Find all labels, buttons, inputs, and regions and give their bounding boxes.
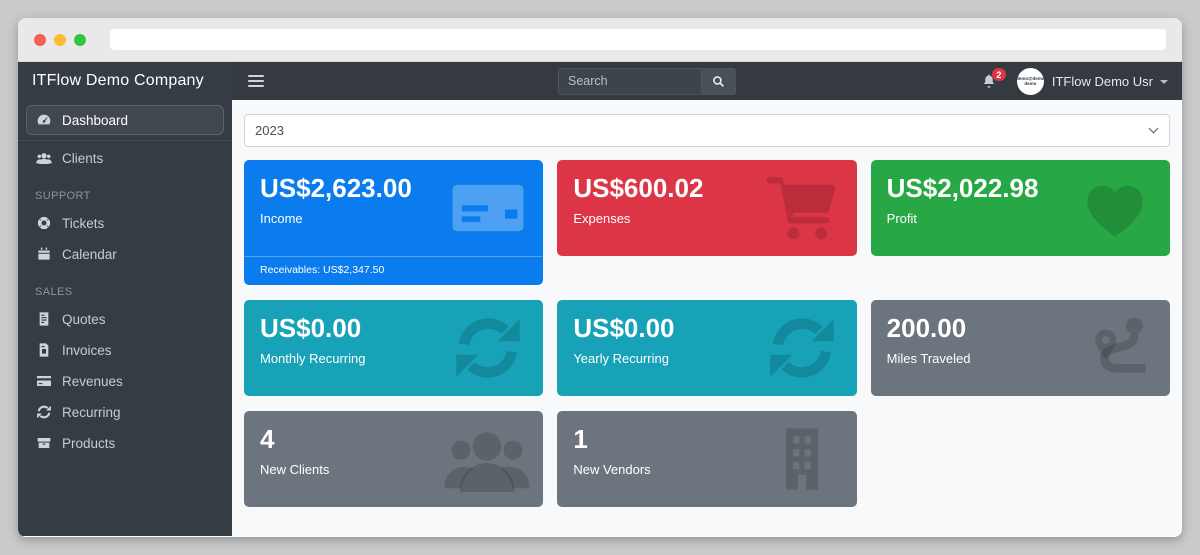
expenses-card[interactable]: US$600.02 Expenses — [557, 160, 857, 256]
sidebar-item-revenues[interactable]: Revenues — [26, 366, 224, 396]
file-invoice-dollar-icon — [36, 342, 52, 358]
income-card[interactable]: US$2,623.00 Income Receivables: US$2,347… — [244, 160, 544, 285]
credit-card-icon — [36, 373, 52, 389]
yearly-recurring-label: Yearly Recurring — [573, 350, 669, 366]
user-dropdown[interactable]: ITFlow Demo Usr — [1052, 74, 1168, 89]
year-select[interactable]: 2023 — [244, 114, 1170, 147]
gauge-icon — [36, 112, 52, 128]
sidebar-item-label: Dashboard — [62, 112, 129, 128]
sidebar-item-products[interactable]: Products — [26, 428, 224, 458]
users-icon — [36, 150, 52, 166]
browser-chrome — [18, 18, 1182, 62]
window-maximize-button[interactable] — [74, 33, 86, 46]
sidebar-item-label: Clients — [62, 150, 104, 166]
sidebar-item-recurring[interactable]: Recurring — [26, 397, 224, 427]
url-bar[interactable] — [110, 29, 1166, 50]
expenses-value: US$600.02 — [573, 173, 704, 203]
search-button[interactable] — [701, 67, 736, 95]
sidebar: ITFlow Demo Company Dashboard Clients — [18, 62, 232, 536]
income-label: Income — [260, 210, 303, 226]
avatar-text: demo — [1024, 81, 1037, 86]
sidebar-item-label: Quotes — [62, 311, 106, 327]
profit-label: Profit — [886, 210, 917, 226]
sidebar-item-label: Revenues — [62, 373, 123, 389]
sidebar-item-label: Calendar — [62, 246, 117, 262]
new-vendors-value: 1 — [573, 424, 588, 454]
miles-traveled-card[interactable]: 200.00 Miles Traveled — [870, 300, 1170, 396]
user-name: ITFlow Demo Usr — [1051, 73, 1153, 89]
monthly-recurring-card[interactable]: US$0.00 Monthly Recurring — [244, 300, 544, 396]
sidebar-item-dashboard[interactable]: Dashboard — [26, 105, 224, 135]
top-navbar: 2 demo@demo demo ITFlow Demo Usr — [232, 62, 1182, 100]
sidebar-item-invoices[interactable]: Invoices — [26, 335, 224, 365]
sidebar-section-support: SUPPORT — [35, 190, 91, 202]
sidebar-item-quotes[interactable]: Quotes — [26, 304, 224, 334]
new-clients-card[interactable]: 4 New Clients — [244, 411, 544, 507]
life-ring-icon — [36, 215, 52, 231]
sidebar-item-label: Tickets — [62, 215, 105, 231]
new-clients-value: 4 — [260, 424, 275, 454]
brand-title[interactable]: ITFlow Demo Company — [18, 62, 232, 100]
calendar-icon — [36, 246, 52, 262]
yearly-recurring-value: US$0.00 — [573, 313, 675, 343]
income-receivables: Receivables: US$2,347.50 — [244, 256, 544, 285]
notification-badge: 2 — [991, 68, 1006, 81]
menu-toggle-button[interactable] — [246, 71, 266, 91]
box-icon — [36, 435, 52, 451]
sidebar-item-label: Recurring — [62, 404, 121, 420]
monthly-recurring-label: Monthly Recurring — [260, 350, 366, 366]
new-vendors-card[interactable]: 1 New Vendors — [557, 411, 857, 507]
new-clients-label: New Clients — [260, 461, 330, 477]
sidebar-item-label: Invoices — [62, 342, 112, 358]
window-close-button[interactable] — [34, 33, 46, 46]
expenses-label: Expenses — [573, 210, 631, 226]
browser-window: ITFlow Demo Company Dashboard Clients — [18, 18, 1182, 537]
window-minimize-button[interactable] — [54, 33, 66, 46]
avatar-text: demo@demo — [1016, 75, 1045, 81]
sidebar-item-clients[interactable]: Clients — [26, 143, 224, 173]
search-group — [558, 67, 736, 95]
sidebar-item-tickets[interactable]: Tickets — [26, 208, 224, 238]
sidebar-item-label: Products — [62, 435, 116, 451]
file-lines-icon — [36, 311, 52, 327]
sidebar-item-calendar[interactable]: Calendar — [26, 239, 224, 269]
search-icon — [712, 75, 725, 88]
miles-traveled-value: 200.00 — [886, 313, 967, 343]
search-input[interactable] — [558, 67, 701, 95]
profit-value: US$2,022.98 — [886, 173, 1039, 203]
new-vendors-label: New Vendors — [573, 461, 651, 477]
sidebar-section-sales: SALES — [35, 286, 73, 298]
miles-traveled-label: Miles Traveled — [886, 350, 971, 366]
dashboard-content: 2023 US$2,623.00 Income — [232, 100, 1182, 536]
monthly-recurring-value: US$0.00 — [260, 313, 362, 343]
yearly-recurring-card[interactable]: US$0.00 Yearly Recurring — [557, 300, 857, 396]
sync-icon — [36, 404, 52, 420]
notifications-button[interactable]: 2 — [981, 68, 1006, 89]
profit-card[interactable]: US$2,022.98 Profit — [870, 160, 1170, 256]
chevron-down-icon — [1160, 80, 1168, 84]
bell-icon — [981, 73, 997, 89]
avatar[interactable]: demo@demo demo — [1016, 67, 1045, 95]
income-value: US$2,623.00 — [260, 173, 412, 203]
